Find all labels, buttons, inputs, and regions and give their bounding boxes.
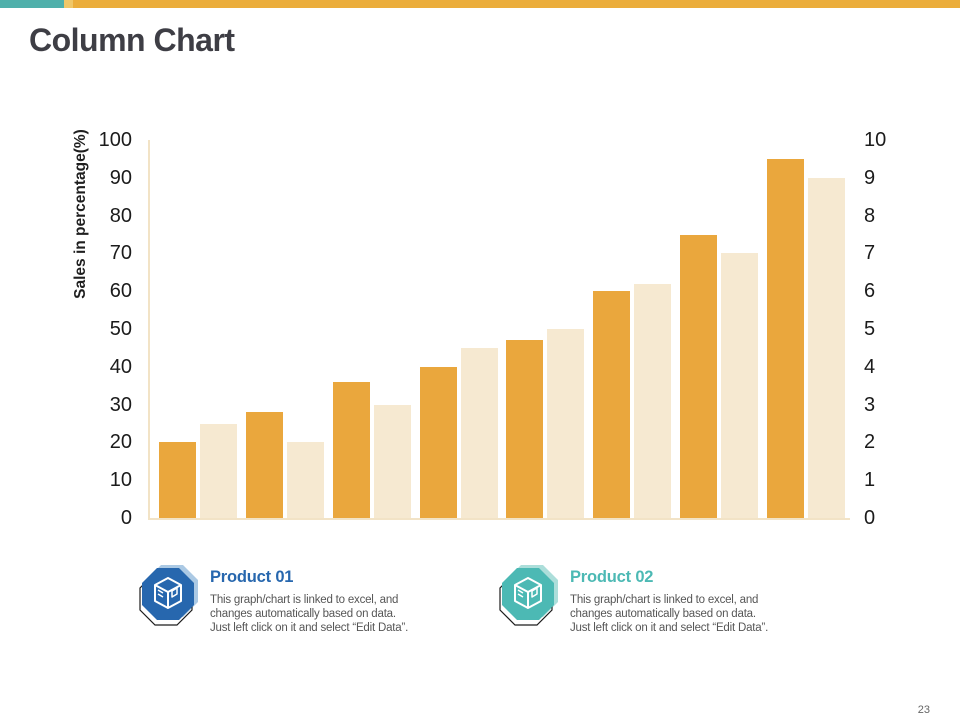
bar-group <box>332 381 411 518</box>
bar-product-01 <box>593 291 631 518</box>
y-axis-tick: 3 <box>864 393 876 416</box>
bar-product-02 <box>634 283 672 518</box>
bar-group <box>766 158 845 518</box>
bar-product-02 <box>460 347 498 518</box>
y-axis-tick: 9 <box>864 166 876 189</box>
bar-product-02 <box>286 442 324 518</box>
y-axis-tick: 7 <box>864 242 876 265</box>
legend-description: This graph/chart is linked to excel, and… <box>210 593 408 635</box>
bar-product-01 <box>506 340 544 518</box>
legend-description: This graph/chart is linked to excel, and… <box>570 593 768 635</box>
bar-product-01 <box>766 158 804 518</box>
bar-product-02 <box>721 253 759 518</box>
bar-group <box>159 423 237 518</box>
y-axis-tick: 10 <box>109 469 132 492</box>
y-axis-tick: 60 <box>109 280 132 303</box>
legend-title: Product 02 <box>570 568 654 586</box>
top-bar-teal-segment <box>0 0 64 8</box>
y-axis-tick: 30 <box>109 393 132 416</box>
legend-desc-line: Just left click on it and select “Edit D… <box>570 622 769 634</box>
y-axis-tick: 70 <box>109 242 132 265</box>
y-axis-tick: 10 <box>864 129 887 151</box>
bar-product-01 <box>419 366 457 518</box>
y-axis-tick: 6 <box>864 280 876 303</box>
column-chart-plot-area <box>148 140 850 520</box>
bar-product-02 <box>373 404 411 518</box>
bar-product-01 <box>159 442 196 518</box>
cube-octagon-icon <box>139 565 198 626</box>
bar-product-01 <box>332 381 370 518</box>
bar-group <box>680 234 759 518</box>
legend-desc-line: changes automatically based on data. <box>570 608 756 620</box>
y-axis-tick: 0 <box>120 507 132 529</box>
slide-title: Column Chart <box>29 22 235 58</box>
legend-desc-line: This graph/chart is linked to excel, and <box>210 594 399 606</box>
y-axis-tick: 2 <box>864 431 876 454</box>
bar-group <box>419 347 498 518</box>
bar-group <box>245 412 324 518</box>
y-axis-tick: 4 <box>864 355 876 378</box>
y-axis-tick: 1 <box>864 469 876 492</box>
legend-title: Product 01 <box>210 568 294 586</box>
bar-product-02 <box>807 177 845 518</box>
bar-product-01 <box>680 234 718 518</box>
y-axis-tick: 8 <box>864 204 876 227</box>
bar-group <box>506 329 585 518</box>
y-axis-tick: 90 <box>109 166 132 189</box>
cube-glyph <box>514 577 542 609</box>
y-axis-tick: 5 <box>864 318 876 340</box>
y-axis-tick: 50 <box>109 318 132 340</box>
legend-desc-line: changes automatically based on data. <box>210 608 396 620</box>
page-number: 23 <box>917 704 930 716</box>
top-bar-orange-segment <box>73 0 960 8</box>
legend-item-product-02: Product 02 This graph/chart is linked to… <box>496 563 768 635</box>
top-bar-light-segment <box>64 0 73 8</box>
y-axis-tick: 100 <box>98 129 132 151</box>
y-axis-tick: 20 <box>109 431 132 454</box>
bar-product-02 <box>200 423 237 518</box>
bar-group <box>593 283 672 518</box>
y-axis-tick: 0 <box>864 507 876 529</box>
y-axis-tick: 40 <box>109 355 132 378</box>
legend-desc-line: Just left click on it and select “Edit D… <box>210 622 409 634</box>
y-axis-tick: 80 <box>109 204 132 227</box>
top-accent-bar <box>0 0 960 8</box>
legend-item-product-01: Product 01 This graph/chart is linked to… <box>136 563 408 635</box>
bar-product-01 <box>245 412 283 518</box>
cube-glyph <box>154 577 182 609</box>
legend-desc-line: This graph/chart is linked to excel, and <box>570 594 759 606</box>
cube-octagon-icon <box>499 565 558 626</box>
bar-product-02 <box>547 329 585 518</box>
bars <box>150 140 850 518</box>
